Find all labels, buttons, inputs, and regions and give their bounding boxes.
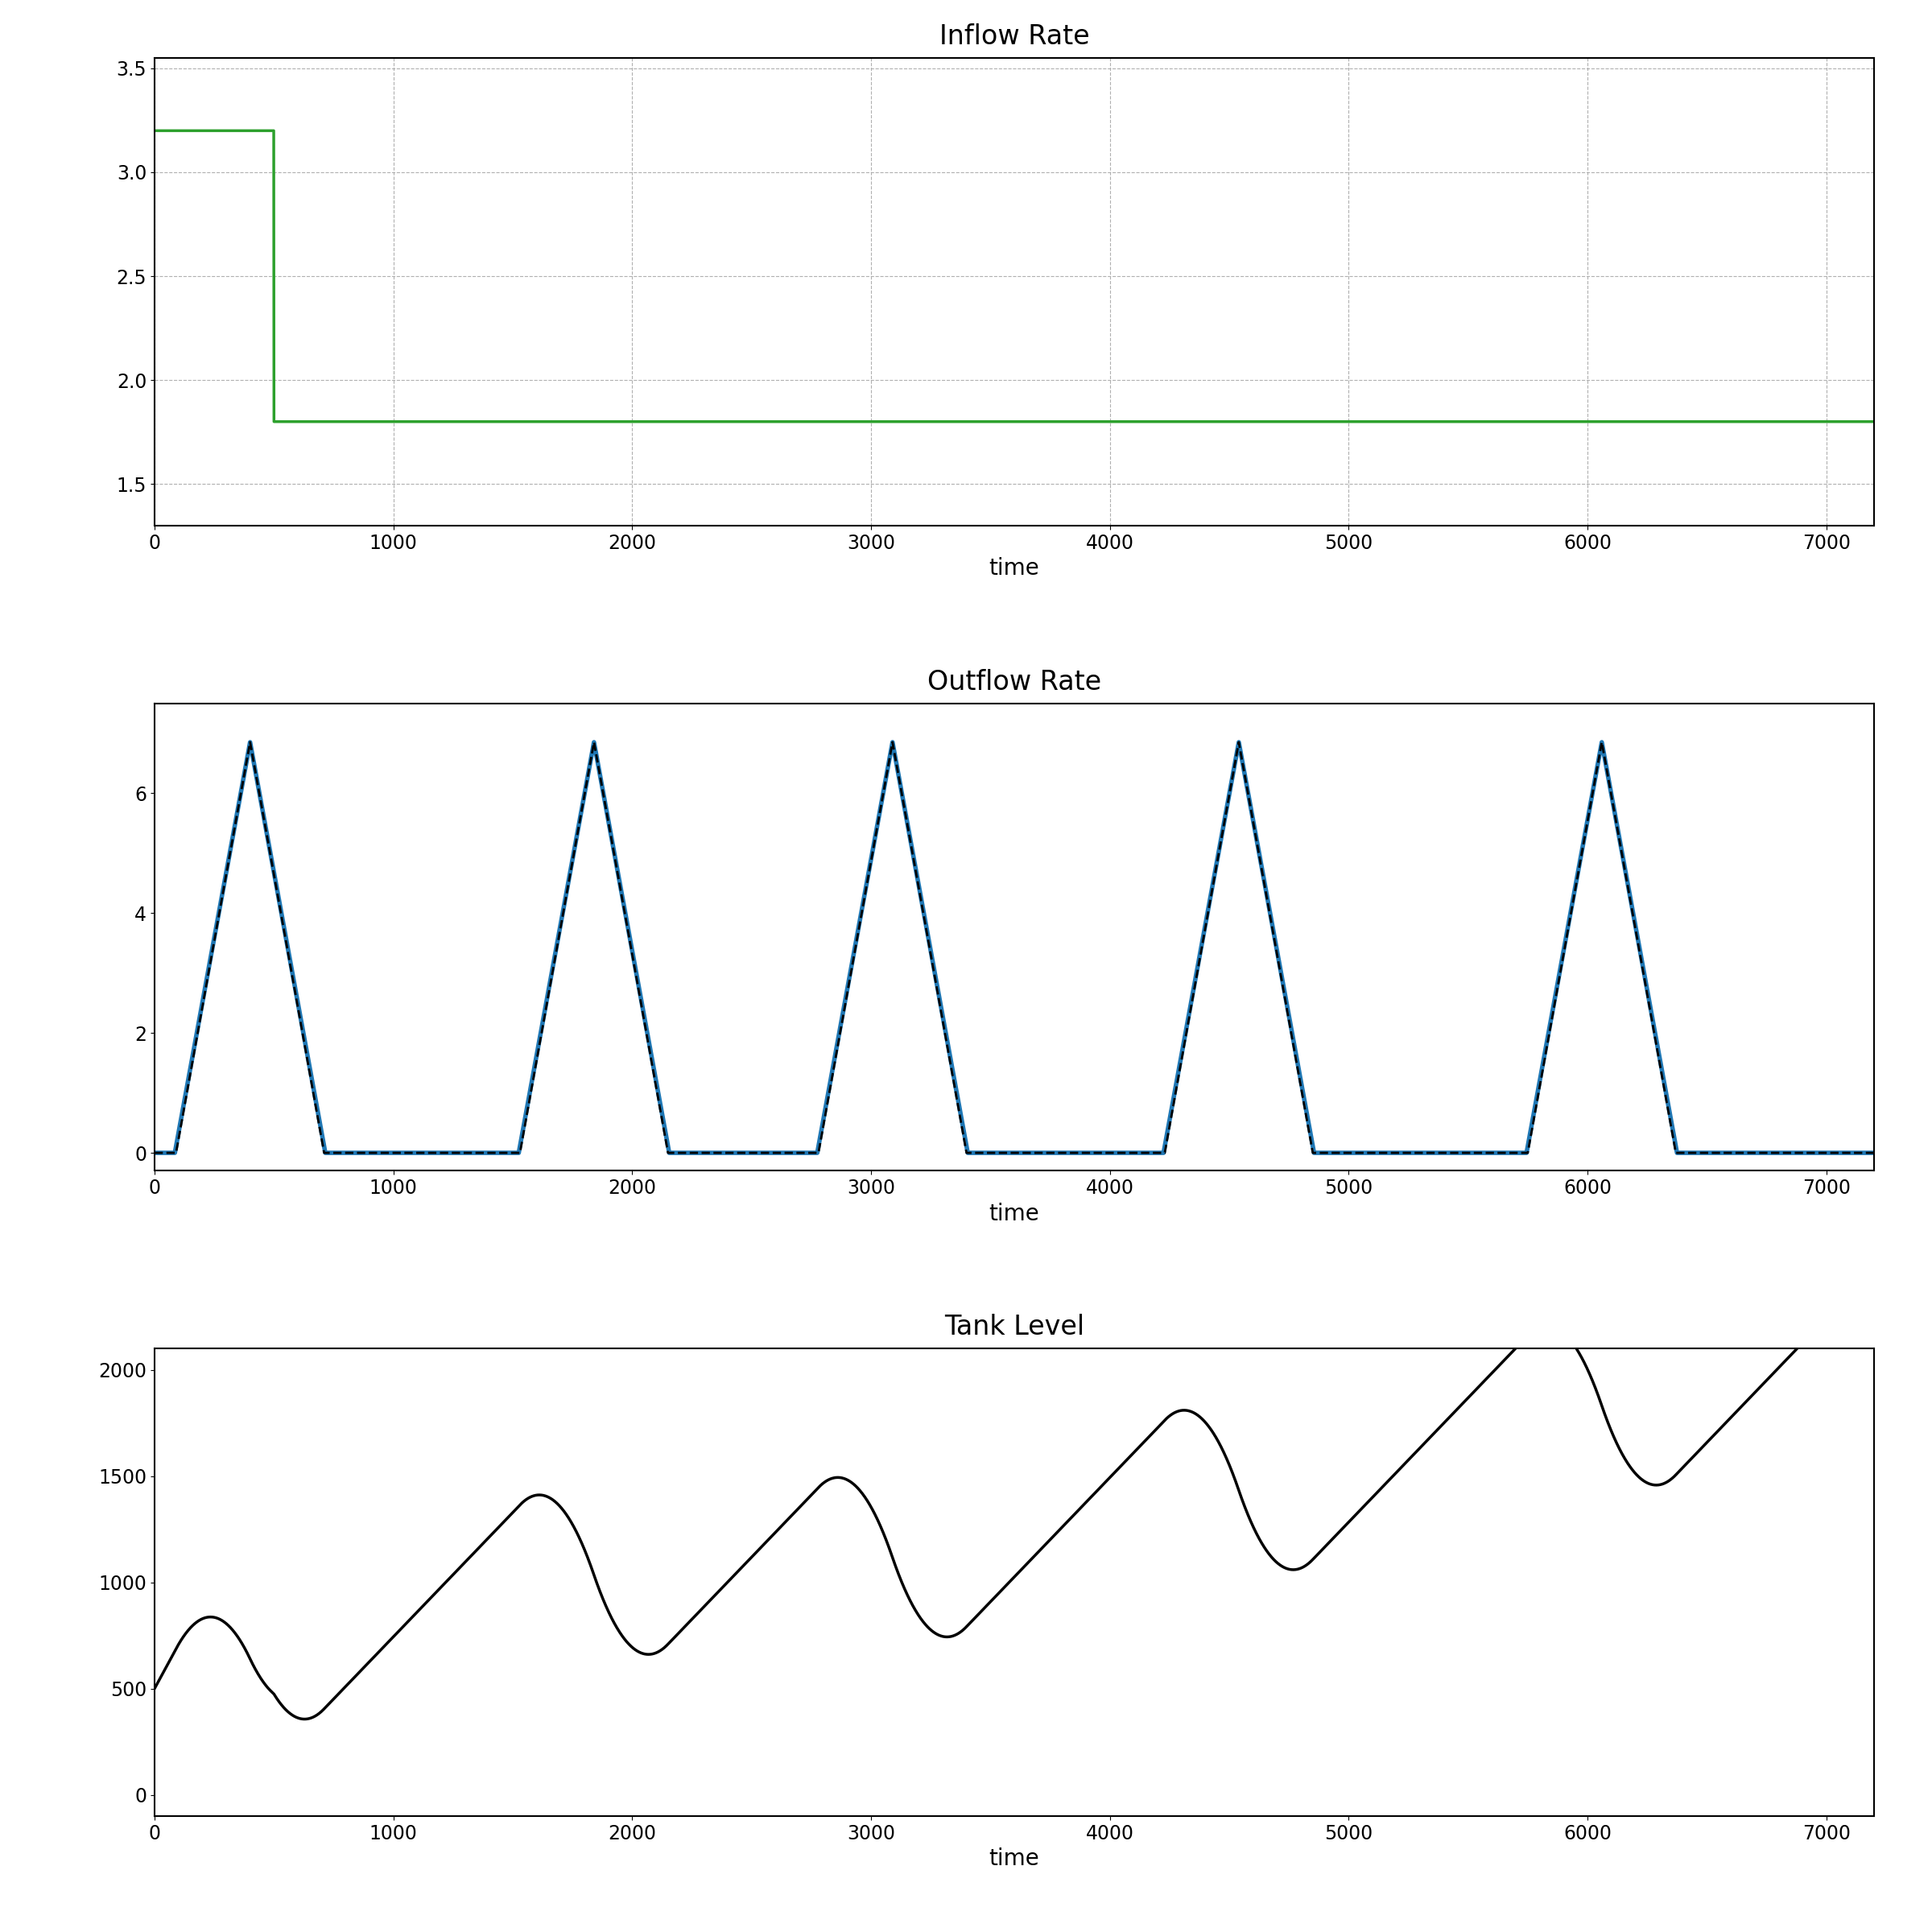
X-axis label: time: time: [989, 1847, 1039, 1870]
Title: Tank Level: Tank Level: [945, 1314, 1084, 1341]
X-axis label: time: time: [989, 556, 1039, 580]
Title: Outflow Rate: Outflow Rate: [927, 668, 1101, 696]
X-axis label: time: time: [989, 1202, 1039, 1225]
Title: Inflow Rate: Inflow Rate: [939, 23, 1090, 50]
